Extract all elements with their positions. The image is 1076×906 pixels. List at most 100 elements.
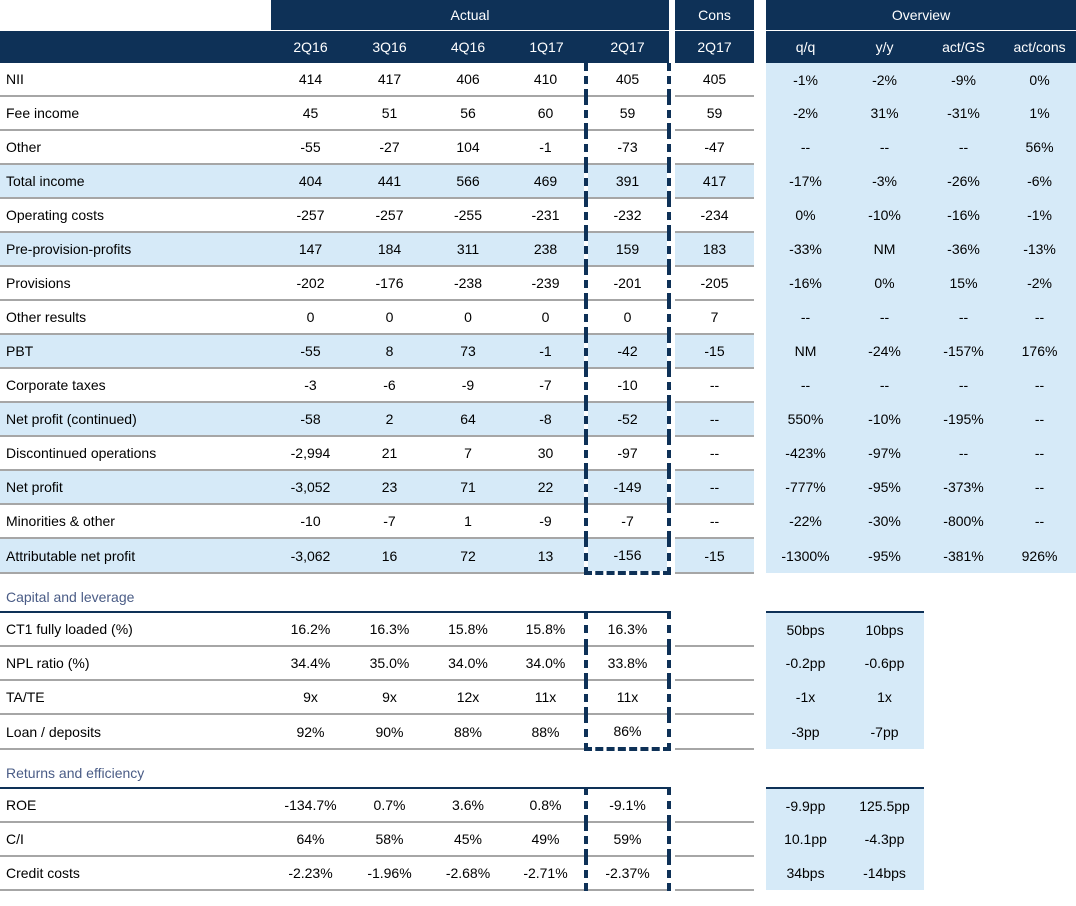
value-actual: -7 xyxy=(350,504,429,539)
value-overview: -10% xyxy=(845,198,925,232)
value-actual: -255 xyxy=(429,198,507,233)
header-overview: Overview xyxy=(766,0,1076,31)
value-overview: -16% xyxy=(766,266,846,300)
value-overview: 125.5pp xyxy=(845,787,925,822)
value-overview: -800% xyxy=(924,504,1004,538)
table-row: Pre-provision-profits 147 184 311 238 159 183-… xyxy=(0,232,1076,267)
cons-empty xyxy=(675,856,755,891)
cons-empty xyxy=(675,788,755,823)
value-actual: -1.96% xyxy=(350,856,429,891)
value-overview: 0% xyxy=(1003,63,1076,96)
value-overview: -- xyxy=(766,130,846,164)
value-2q17: 159 xyxy=(583,232,672,267)
table-row: ROE -134.7% 0.7% 3.6% 0.8% -9.1% -9.9pp 125.5pp xyxy=(0,787,1076,823)
value-actual: 49% xyxy=(507,822,586,857)
value-actual: 30 xyxy=(507,436,586,471)
value-actual: -58 xyxy=(271,402,350,437)
value-actual: 35.0% xyxy=(350,646,429,681)
spacer xyxy=(669,680,676,714)
value-actual: -238 xyxy=(429,266,507,301)
spacer xyxy=(754,646,767,680)
spacer xyxy=(754,30,767,63)
value-actual: 469 xyxy=(507,164,586,199)
value-overview: 1x xyxy=(845,680,925,714)
value-actual: -257 xyxy=(350,198,429,233)
value-actual: 238 xyxy=(507,232,586,267)
value-2q17: -149 xyxy=(583,470,672,505)
value-actual: 7 xyxy=(429,436,507,471)
value-actual: 566 xyxy=(429,164,507,199)
spacer xyxy=(669,646,676,680)
value-overview: 15% xyxy=(924,266,1004,300)
value-overview: -- xyxy=(845,368,925,402)
value-cons: -- xyxy=(675,402,755,437)
value-overview: 176% xyxy=(1003,334,1076,368)
row-label: NPL ratio (%) xyxy=(0,646,271,681)
spacer xyxy=(669,63,676,96)
value-cons: -- xyxy=(675,504,755,539)
value-actual: 71 xyxy=(429,470,507,505)
value-cons: -15 xyxy=(675,538,755,574)
cons-empty xyxy=(675,680,755,715)
value-cons: -- xyxy=(675,368,755,403)
value-actual: 311 xyxy=(429,232,507,267)
value-actual: 51 xyxy=(350,96,429,131)
value-overview: -26% xyxy=(924,164,1004,198)
column-header-actual-2q16: 2Q16 xyxy=(271,30,350,63)
value-2q17: -10 xyxy=(583,368,672,403)
overview-empty xyxy=(924,680,1004,714)
row-label: Net profit xyxy=(0,470,271,505)
value-overview: -157% xyxy=(924,334,1004,368)
value-2q17: -97 xyxy=(583,436,672,471)
table-row: PBT -55 8 73 -1 -42 -15 NM -24% -157% 176% xyxy=(0,334,1076,369)
table-row: Credit costs -2.23% -1.96% -2.68% -2.71% -2.3… xyxy=(0,856,1076,891)
value-actual: 22 xyxy=(507,470,586,505)
value-actual: -3,062 xyxy=(271,538,350,574)
value-actual: 184 xyxy=(350,232,429,267)
value-actual: -55 xyxy=(271,130,350,165)
spacer xyxy=(754,164,767,198)
value-actual: 404 xyxy=(271,164,350,199)
value-actual: 13 xyxy=(507,538,586,574)
table-row: Total income 404 441 566 469 391 417 -17% -3% -26… xyxy=(0,164,1076,199)
value-cons: 183 xyxy=(675,232,755,267)
value-actual: -2,994 xyxy=(271,436,350,471)
value-actual: -2.71% xyxy=(507,856,586,891)
value-overview: 56% xyxy=(1003,130,1076,164)
value-actual: 16.3% xyxy=(350,611,429,647)
value-overview: -381% xyxy=(924,538,1004,573)
spacer xyxy=(669,504,676,538)
value-actual: 0.8% xyxy=(507,787,586,823)
spacer xyxy=(669,198,676,232)
value-2q17: 11x xyxy=(583,680,672,715)
value-overview: -- xyxy=(924,130,1004,164)
spacer xyxy=(754,266,767,300)
row-label: Discontinued operations xyxy=(0,436,271,471)
value-2q17: -52 xyxy=(583,402,672,437)
value-2q17: 59% xyxy=(583,822,672,857)
overview-empty xyxy=(1003,612,1076,646)
value-actual: 2 xyxy=(350,402,429,437)
row-label: NII xyxy=(0,63,271,97)
spacer xyxy=(754,232,767,266)
value-actual: -7 xyxy=(507,368,586,403)
spacer xyxy=(754,538,767,573)
spacer xyxy=(669,300,676,334)
table-row: NII 414 417 406 410 405 405 -1% -2% -9% 0% xyxy=(0,63,1076,97)
value-actual: -257 xyxy=(271,198,350,233)
value-actual: 0.7% xyxy=(350,787,429,823)
value-cons: 59 xyxy=(675,96,755,131)
table-row: Corporate taxes -3 -6 -9 -7 -10 -- -- -- -- -- xyxy=(0,368,1076,403)
spacer xyxy=(754,504,767,538)
table-row: Minorities & other -10 -7 1 -9 -7 -- -22% -30% -8… xyxy=(0,504,1076,539)
value-actual: 12x xyxy=(429,680,507,715)
spacer xyxy=(669,612,676,646)
table-row: CT1 fully loaded (%) 16.2% 16.3% 15.8% 15.8%… xyxy=(0,611,1076,647)
value-actual: 9x xyxy=(350,680,429,715)
overview-empty xyxy=(924,822,1004,856)
value-actual: 56 xyxy=(429,96,507,131)
value-overview: -423% xyxy=(766,436,846,470)
value-actual: 15.8% xyxy=(429,611,507,647)
spacer xyxy=(754,63,767,96)
